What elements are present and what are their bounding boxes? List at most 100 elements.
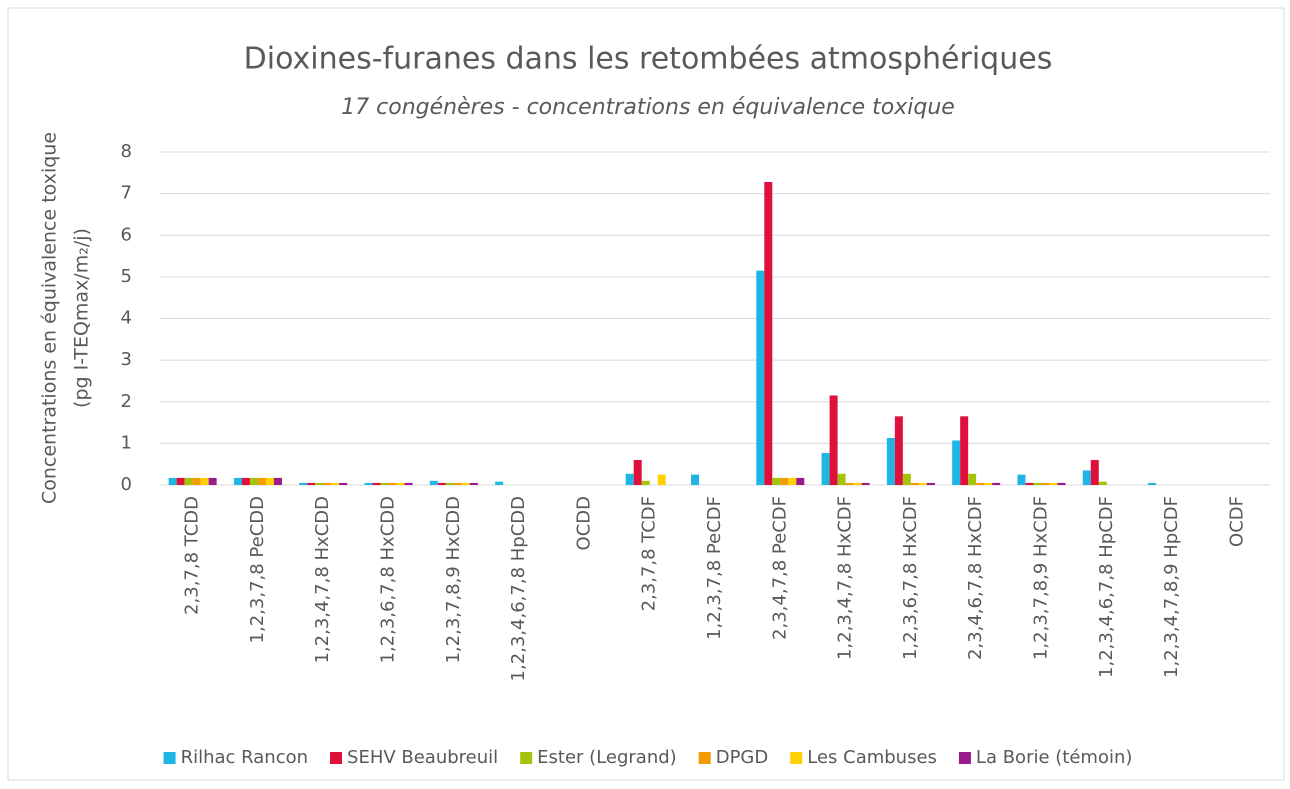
bar <box>1057 482 1066 485</box>
legend-label: SEHV Beaubreuil <box>347 747 498 768</box>
bar <box>200 477 209 485</box>
bar <box>315 482 324 485</box>
bar <box>641 480 650 485</box>
legend-label: Ester (Legrand) <box>537 747 677 768</box>
y-axis-label: (pg I-TEQmax/m₂/j) <box>71 228 93 408</box>
x-tick-label: OCDD <box>573 496 594 550</box>
legend-swatch <box>698 752 711 764</box>
bar <box>233 477 242 485</box>
bar <box>176 477 185 485</box>
bar <box>984 482 993 485</box>
x-tick-label: 1,2,3,4,6,7,8 HpCDD <box>508 496 529 681</box>
legend-label: Les Cambuses <box>807 747 937 768</box>
x-tick-label: 1,2,3,4,6,7,8 HpCDF <box>1096 496 1117 678</box>
bar <box>861 482 870 485</box>
bar <box>780 477 789 485</box>
bar <box>764 181 773 485</box>
bar <box>192 477 201 485</box>
y-tick-label: 6 <box>121 224 132 245</box>
bar <box>469 482 478 485</box>
y-tick-label: 5 <box>121 266 132 287</box>
bar <box>437 482 446 485</box>
bar <box>845 482 854 485</box>
x-tick-label: 1,2,3,7,8,9 HxCDD <box>443 496 464 664</box>
bar <box>257 477 266 485</box>
bar <box>208 477 217 485</box>
bar <box>691 474 699 485</box>
bar <box>273 477 282 485</box>
x-tick-label: 1,2,3,4,7,8 HxCDF <box>835 496 856 660</box>
bar <box>910 482 919 485</box>
y-tick-label: 8 <box>121 141 132 162</box>
bar <box>429 480 438 485</box>
bar <box>445 482 454 485</box>
bar <box>796 477 805 485</box>
x-tick-label: 2,3,4,6,7,8 HxCDF <box>965 496 986 660</box>
bar <box>265 477 274 485</box>
bar <box>968 473 977 485</box>
bar <box>1049 482 1058 485</box>
bar <box>657 474 666 485</box>
x-tick-label: 1,2,3,6,7,8 HxCDF <box>900 496 921 660</box>
bar <box>495 481 504 485</box>
bar <box>1090 460 1099 485</box>
bar <box>976 482 985 485</box>
bar <box>894 416 903 485</box>
x-tick-label: 2,3,7,8 TCDD <box>182 496 203 615</box>
x-tick-label: 2,3,4,7,8 PeCDF <box>769 496 790 640</box>
x-tick-label: 1,2,3,7,8 PeCDF <box>704 496 725 640</box>
y-axis-label: Concentrations en équivalence toxique <box>39 132 61 504</box>
y-tick-label: 1 <box>121 432 132 453</box>
bar <box>926 482 935 485</box>
legend-swatch <box>520 752 533 764</box>
chart-subtitle: 17 congénères - concentrations en équiva… <box>341 95 955 120</box>
y-tick-label: 0 <box>121 474 132 495</box>
y-tick-label: 7 <box>121 183 132 204</box>
x-tick-label: 1,2,3,6,7,8 HxCDD <box>378 496 399 664</box>
bar <box>404 482 413 485</box>
bar <box>1017 474 1026 485</box>
legend-swatch <box>330 752 343 764</box>
bar <box>380 482 389 485</box>
bar <box>1098 481 1107 485</box>
bar <box>788 477 797 485</box>
bar <box>853 482 862 485</box>
legend-swatch <box>958 752 971 764</box>
bar <box>1025 482 1034 485</box>
bar <box>364 482 373 485</box>
chart-title: Dioxines-furanes dans les retombées atmo… <box>244 42 1053 77</box>
legend-swatch <box>790 752 803 764</box>
bar <box>772 477 781 485</box>
bar <box>902 473 911 485</box>
bar <box>331 482 340 485</box>
bar <box>918 482 927 485</box>
bar <box>837 473 846 485</box>
bar <box>1082 470 1091 485</box>
bar <box>461 482 470 485</box>
bar <box>453 482 462 485</box>
bar <box>396 482 405 485</box>
x-tick-label: 1,2,3,7,8,9 HxCDF <box>1030 496 1051 660</box>
y-tick-label: 4 <box>121 308 132 329</box>
y-tick-label: 3 <box>121 349 132 370</box>
x-tick-label: 1,2,3,4,7,8 HxCDD <box>312 496 333 664</box>
bar <box>952 440 961 485</box>
bar <box>249 477 258 485</box>
bar <box>756 270 765 485</box>
bar <box>372 482 381 485</box>
bar <box>960 416 969 485</box>
bar <box>821 452 830 485</box>
legend-label: La Borie (témoin) <box>976 747 1132 768</box>
bar <box>299 482 308 485</box>
legend-label: Rilhac Rancon <box>181 747 308 768</box>
legend-swatch <box>163 752 176 764</box>
x-tick-label: 1,2,3,7,8 PeCDD <box>247 496 268 643</box>
bar <box>829 395 838 485</box>
x-tick-label: 2,3,7,8 TCDF <box>639 496 660 611</box>
bar <box>1033 482 1042 485</box>
y-tick-label: 2 <box>121 391 132 412</box>
bar <box>1148 482 1157 485</box>
x-tick-label: OCDF <box>1226 496 1247 547</box>
bar <box>307 482 316 485</box>
